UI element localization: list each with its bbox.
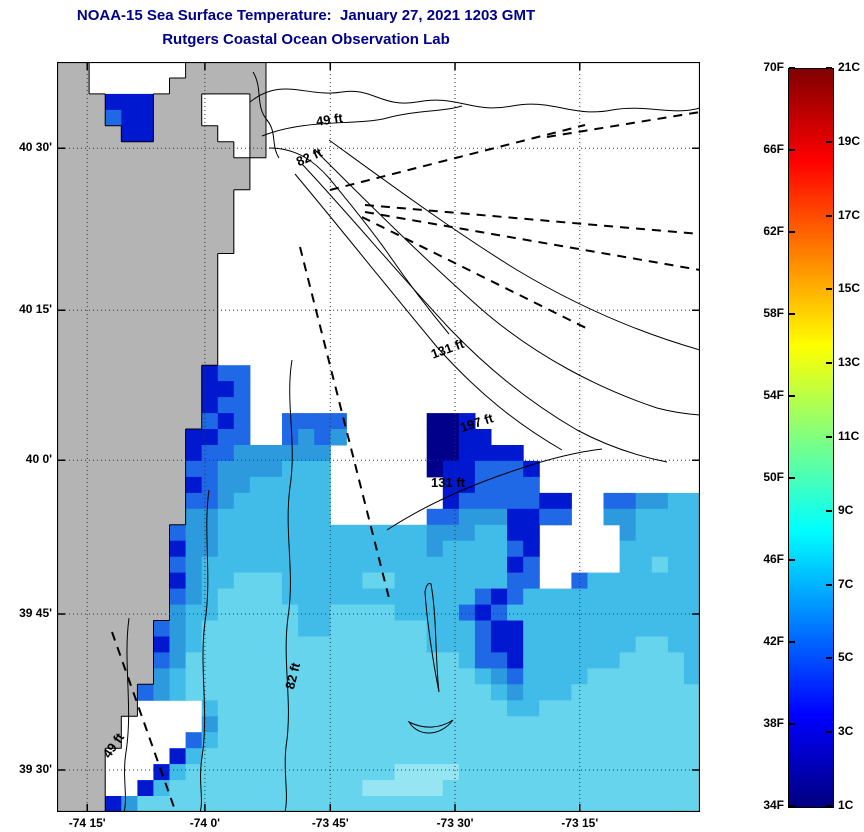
colorbar-tick <box>826 140 832 143</box>
colorbar-tick <box>789 559 795 561</box>
colorbar-tick <box>826 805 832 807</box>
colorbar-fahrenheit-label: 42F <box>763 634 784 648</box>
depth-contour-lines <box>123 71 700 812</box>
colorbar-celsius-label: 7C <box>838 576 854 591</box>
x-tick-label: -74 15' <box>68 816 106 830</box>
contour-inshore-82ft <box>284 359 293 812</box>
contour-hudson-valley-2 <box>314 149 700 416</box>
colorbar-tick <box>826 214 832 217</box>
colorbar-gradient <box>788 68 834 808</box>
colorbar-tick <box>789 805 795 807</box>
y-tick-label: 40 15' <box>19 302 52 317</box>
x-tick-label: -74 0' <box>189 816 220 830</box>
colorbar-fahrenheit-label: 46F <box>763 552 784 566</box>
contour-hudson-valley-3 <box>328 139 700 351</box>
colorbar-fahrenheit-label: 54F <box>763 388 784 402</box>
colorbar-celsius-label: 9C <box>838 502 854 517</box>
sst-map-plot: 49 ft 82 ft 131 ft 197 ft 131 ft 82 ft 49 ft <box>57 62 700 812</box>
colorbar-tick <box>826 509 832 512</box>
colorbar-celsius-label: 15C <box>838 281 861 296</box>
y-tick-label: 40 30' <box>19 140 52 155</box>
colorbar-tick <box>789 313 795 315</box>
colorbar-celsius-label: 13C <box>838 355 861 370</box>
dashed-lane-3 <box>364 211 700 271</box>
contour-82ft <box>268 147 450 335</box>
axis-ticks <box>57 62 700 812</box>
colorbar-tick <box>826 583 832 586</box>
x-tick-label: -73 30' <box>436 816 474 830</box>
dashed-lane-5 <box>299 246 391 603</box>
colorbar-tick <box>789 395 795 397</box>
colorbar-fahrenheit-label: 66F <box>763 142 784 156</box>
contour-inshore-mid <box>199 489 210 812</box>
contour-long-island-shore <box>249 88 700 113</box>
figure-title: NOAA-15 Sea Surface Temperature: January… <box>76 7 536 24</box>
contour-49ft <box>261 105 463 137</box>
figure-subtitle: Rutgers Coastal Ocean Observation Lab <box>162 31 450 48</box>
x-tick-label: -73 45' <box>311 816 349 830</box>
colorbar-tick <box>789 67 795 69</box>
contour-sliver-1 <box>424 583 440 693</box>
depth-label: 131 ft <box>431 475 466 490</box>
colorbar-tick <box>789 723 795 725</box>
colorbar-fahrenheit-label: 70F <box>763 60 784 74</box>
colorbar-tick <box>789 231 795 233</box>
colorbar-tick <box>826 436 832 438</box>
y-tick-label: 40 0' <box>25 452 52 467</box>
plot-border <box>57 62 700 812</box>
colorbar-tick <box>789 641 795 643</box>
y-tick-label: 39 45' <box>19 606 52 620</box>
depth-label: 82 ft <box>282 660 303 690</box>
colorbar-celsius-label: 5C <box>838 650 854 665</box>
contour-harbor-channel <box>252 71 280 159</box>
colorbar-tick <box>789 149 795 151</box>
depth-label: 49 ft <box>315 110 344 129</box>
shipping-lane-dashed-lines <box>111 111 700 811</box>
colorbar-tick <box>789 477 795 479</box>
sst-pixel-grid <box>57 62 700 812</box>
colorbar-tick <box>826 657 832 660</box>
dashed-lane-1 <box>329 124 586 191</box>
dashed-lane-6 <box>546 111 700 138</box>
dashed-lane-2 <box>364 204 700 235</box>
colorbar-celsius-label: 17C <box>838 207 861 222</box>
dashed-lane-4 <box>361 216 591 331</box>
y-tick-label: 39 30' <box>19 762 52 776</box>
colorbar-celsius-label: 21C <box>838 60 861 74</box>
colorbar-fahrenheit-label: 38F <box>763 716 784 730</box>
colorbar-tick <box>826 731 832 734</box>
contour-sliver-2 <box>407 719 454 734</box>
colorbar-celsius-label: 3C <box>838 724 854 739</box>
colorbar-fahrenheit-label: 62F <box>763 224 784 238</box>
colorbar-fahrenheit-label: 58F <box>763 306 784 320</box>
x-tick-label: -73 15' <box>561 816 599 830</box>
colorbar-celsius-label: 11C <box>838 429 860 443</box>
contour-inshore-49ft <box>123 617 130 812</box>
colorbar-fahrenheit-label: 34F <box>763 798 784 812</box>
coastline-outline <box>88 62 267 812</box>
contour-131ft-mid <box>386 448 603 531</box>
colorbar-tick <box>826 362 832 365</box>
colorbar-tick <box>826 67 832 69</box>
colorbar-fahrenheit-label: 50F <box>763 470 784 484</box>
contour-hudson-valley-1b <box>294 173 563 451</box>
graticule-dotted-lines <box>57 62 700 812</box>
contour-hudson-valley-1 <box>301 163 668 463</box>
colorbar-celsius-label: 19C <box>838 133 861 148</box>
colorbar-tick <box>826 288 832 291</box>
colorbar-celsius-label: 1C <box>838 798 854 812</box>
colorbar: 70F 66F 62F 58F 54F 50F 46F 42F 38F 34F 21C 19C 17C 1… <box>757 60 863 828</box>
